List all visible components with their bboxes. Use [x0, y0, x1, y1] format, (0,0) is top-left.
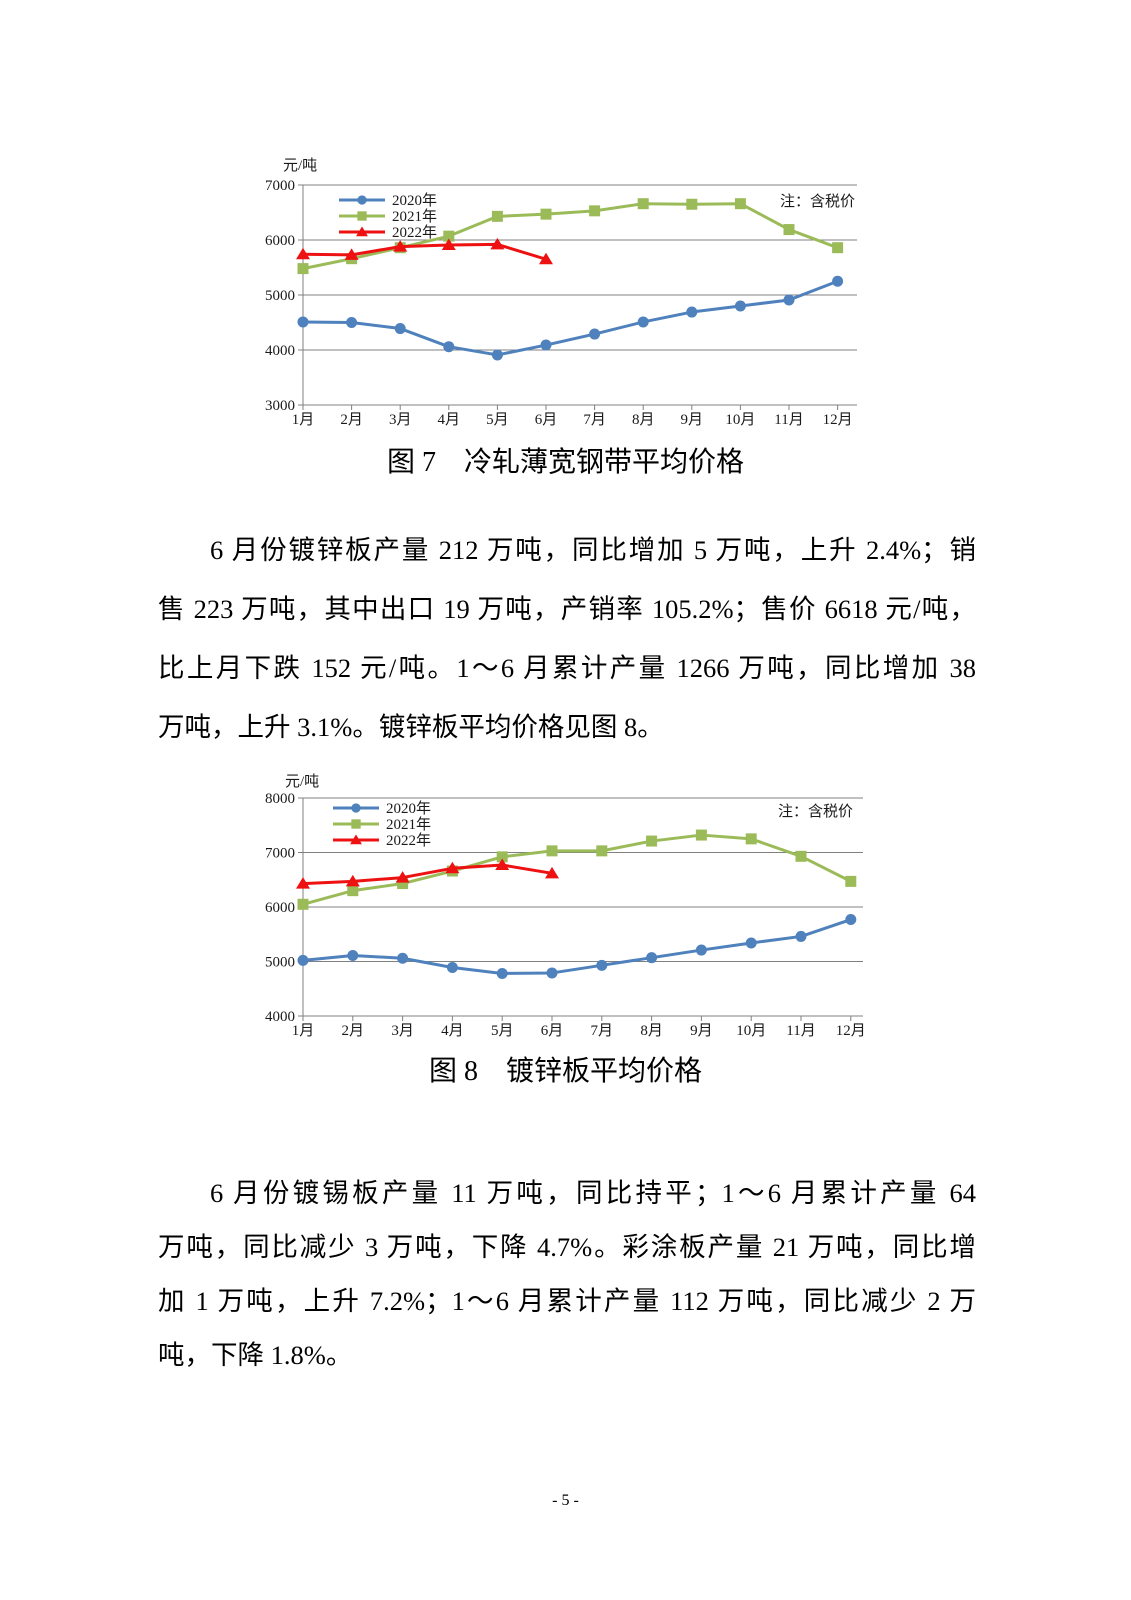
svg-text:8月: 8月 — [632, 412, 655, 428]
svg-text:6月: 6月 — [541, 1023, 564, 1039]
paragraph-line: 加 1 万吨，上升 7.2%；1～6 月累计产量 112 万吨，同比减少 2 万 — [158, 1286, 976, 1316]
figure8-caption: 图 8 镀锌板平均价格 — [428, 1056, 702, 1087]
paragraph-line: 万吨，上升 3.1%。镀锌板平均价格见图 8。 — [158, 712, 664, 742]
paragraph-tinplate: 6 月份镀锡板产量 11 万吨，同比持平；1～6 月累计产量 64 万吨，同比减… — [158, 1166, 976, 1382]
svg-text:注：含税价: 注：含税价 — [778, 803, 853, 820]
svg-text:2月: 2月 — [340, 412, 363, 428]
svg-text:4月: 4月 — [438, 412, 461, 428]
svg-text:9月: 9月 — [690, 1023, 713, 1039]
svg-text:2022年: 2022年 — [392, 224, 437, 241]
figure8-line-chart: 4000 5000 6000 7000 8000 1月 2月 3月 4月 5月 6月 7月 8月 9月 10… — [265, 773, 866, 1039]
paragraph-galvanized-sheet: 6 月份镀锌板产量 212 万吨，同比增加 5 万吨，上升 2.4%；销 售 2… — [158, 521, 976, 757]
svg-text:3月: 3月 — [389, 412, 412, 428]
svg-text:2020年: 2020年 — [386, 800, 431, 817]
paragraph-line: 万吨，同比减少 3 万吨，下降 4.7%。彩涂板产量 21 万吨，同比增 — [158, 1232, 976, 1262]
svg-text:2月: 2月 — [342, 1023, 365, 1039]
page-number: - 5 - — [552, 1492, 579, 1509]
paragraph-line: 6 月份镀锡板产量 11 万吨，同比持平；1～6 月累计产量 64 — [210, 1178, 976, 1208]
svg-text:元/吨: 元/吨 — [283, 157, 317, 174]
paragraph-line: 6 月份镀锌板产量 212 万吨，同比增加 5 万吨，上升 2.4%；销 — [210, 535, 976, 565]
svg-text:1月: 1月 — [292, 1023, 315, 1039]
svg-text:2022年: 2022年 — [386, 832, 431, 849]
svg-text:7000: 7000 — [265, 846, 295, 862]
figure7-chart-area: 3000 4000 5000 6000 7000 1月 2月 3月 4月 5月 6月 7月 8月 9月 10… — [253, 140, 871, 440]
svg-text:5000: 5000 — [265, 288, 295, 304]
svg-text:5月: 5月 — [491, 1023, 514, 1039]
svg-text:9月: 9月 — [681, 412, 704, 428]
figure8-chart-area: 4000 5000 6000 7000 8000 1月 2月 3月 4月 5月 6月 7月 8月 9月 10… — [253, 750, 871, 1050]
svg-text:注：含税价: 注：含税价 — [780, 193, 855, 210]
svg-text:5000: 5000 — [265, 955, 295, 971]
svg-text:5月: 5月 — [486, 412, 509, 428]
paragraph-line: 比上月下跌 152 元/吨。1～6 月累计产量 1266 万吨，同比增加 38 — [158, 653, 976, 683]
svg-text:11月: 11月 — [774, 412, 803, 428]
svg-text:12月: 12月 — [823, 412, 853, 428]
svg-text:3月: 3月 — [391, 1023, 414, 1039]
svg-text:2021年: 2021年 — [392, 208, 437, 225]
svg-text:10月: 10月 — [725, 412, 755, 428]
svg-text:2021年: 2021年 — [386, 816, 431, 833]
svg-text:11月: 11月 — [786, 1023, 815, 1039]
svg-text:8月: 8月 — [640, 1023, 663, 1039]
svg-text:10月: 10月 — [736, 1023, 766, 1039]
svg-text:12月: 12月 — [836, 1023, 866, 1039]
svg-text:元/吨: 元/吨 — [285, 773, 319, 790]
svg-text:6000: 6000 — [265, 900, 295, 916]
svg-text:2020年: 2020年 — [392, 192, 437, 209]
paragraph-line: 售 223 万吨，其中出口 19 万吨，产销率 105.2%；售价 6618 元… — [158, 594, 976, 624]
svg-text:4000: 4000 — [265, 343, 295, 359]
svg-text:4月: 4月 — [441, 1023, 464, 1039]
svg-text:7月: 7月 — [583, 412, 606, 428]
figure7-caption: 图 7 冷轧薄宽钢带平均价格 — [386, 447, 744, 478]
svg-text:7000: 7000 — [265, 178, 295, 194]
figure7-line-chart: 3000 4000 5000 6000 7000 1月 2月 3月 4月 5月 6月 7月 8月 9月 10… — [265, 157, 857, 428]
svg-text:7月: 7月 — [591, 1023, 614, 1039]
svg-text:6000: 6000 — [265, 233, 295, 249]
svg-text:6月: 6月 — [535, 412, 558, 428]
svg-text:3000: 3000 — [265, 398, 295, 414]
svg-text:4000: 4000 — [265, 1009, 295, 1025]
svg-text:8000: 8000 — [265, 791, 295, 807]
svg-text:1月: 1月 — [292, 412, 315, 428]
paragraph-line: 吨，下降 1.8%。 — [158, 1340, 353, 1370]
